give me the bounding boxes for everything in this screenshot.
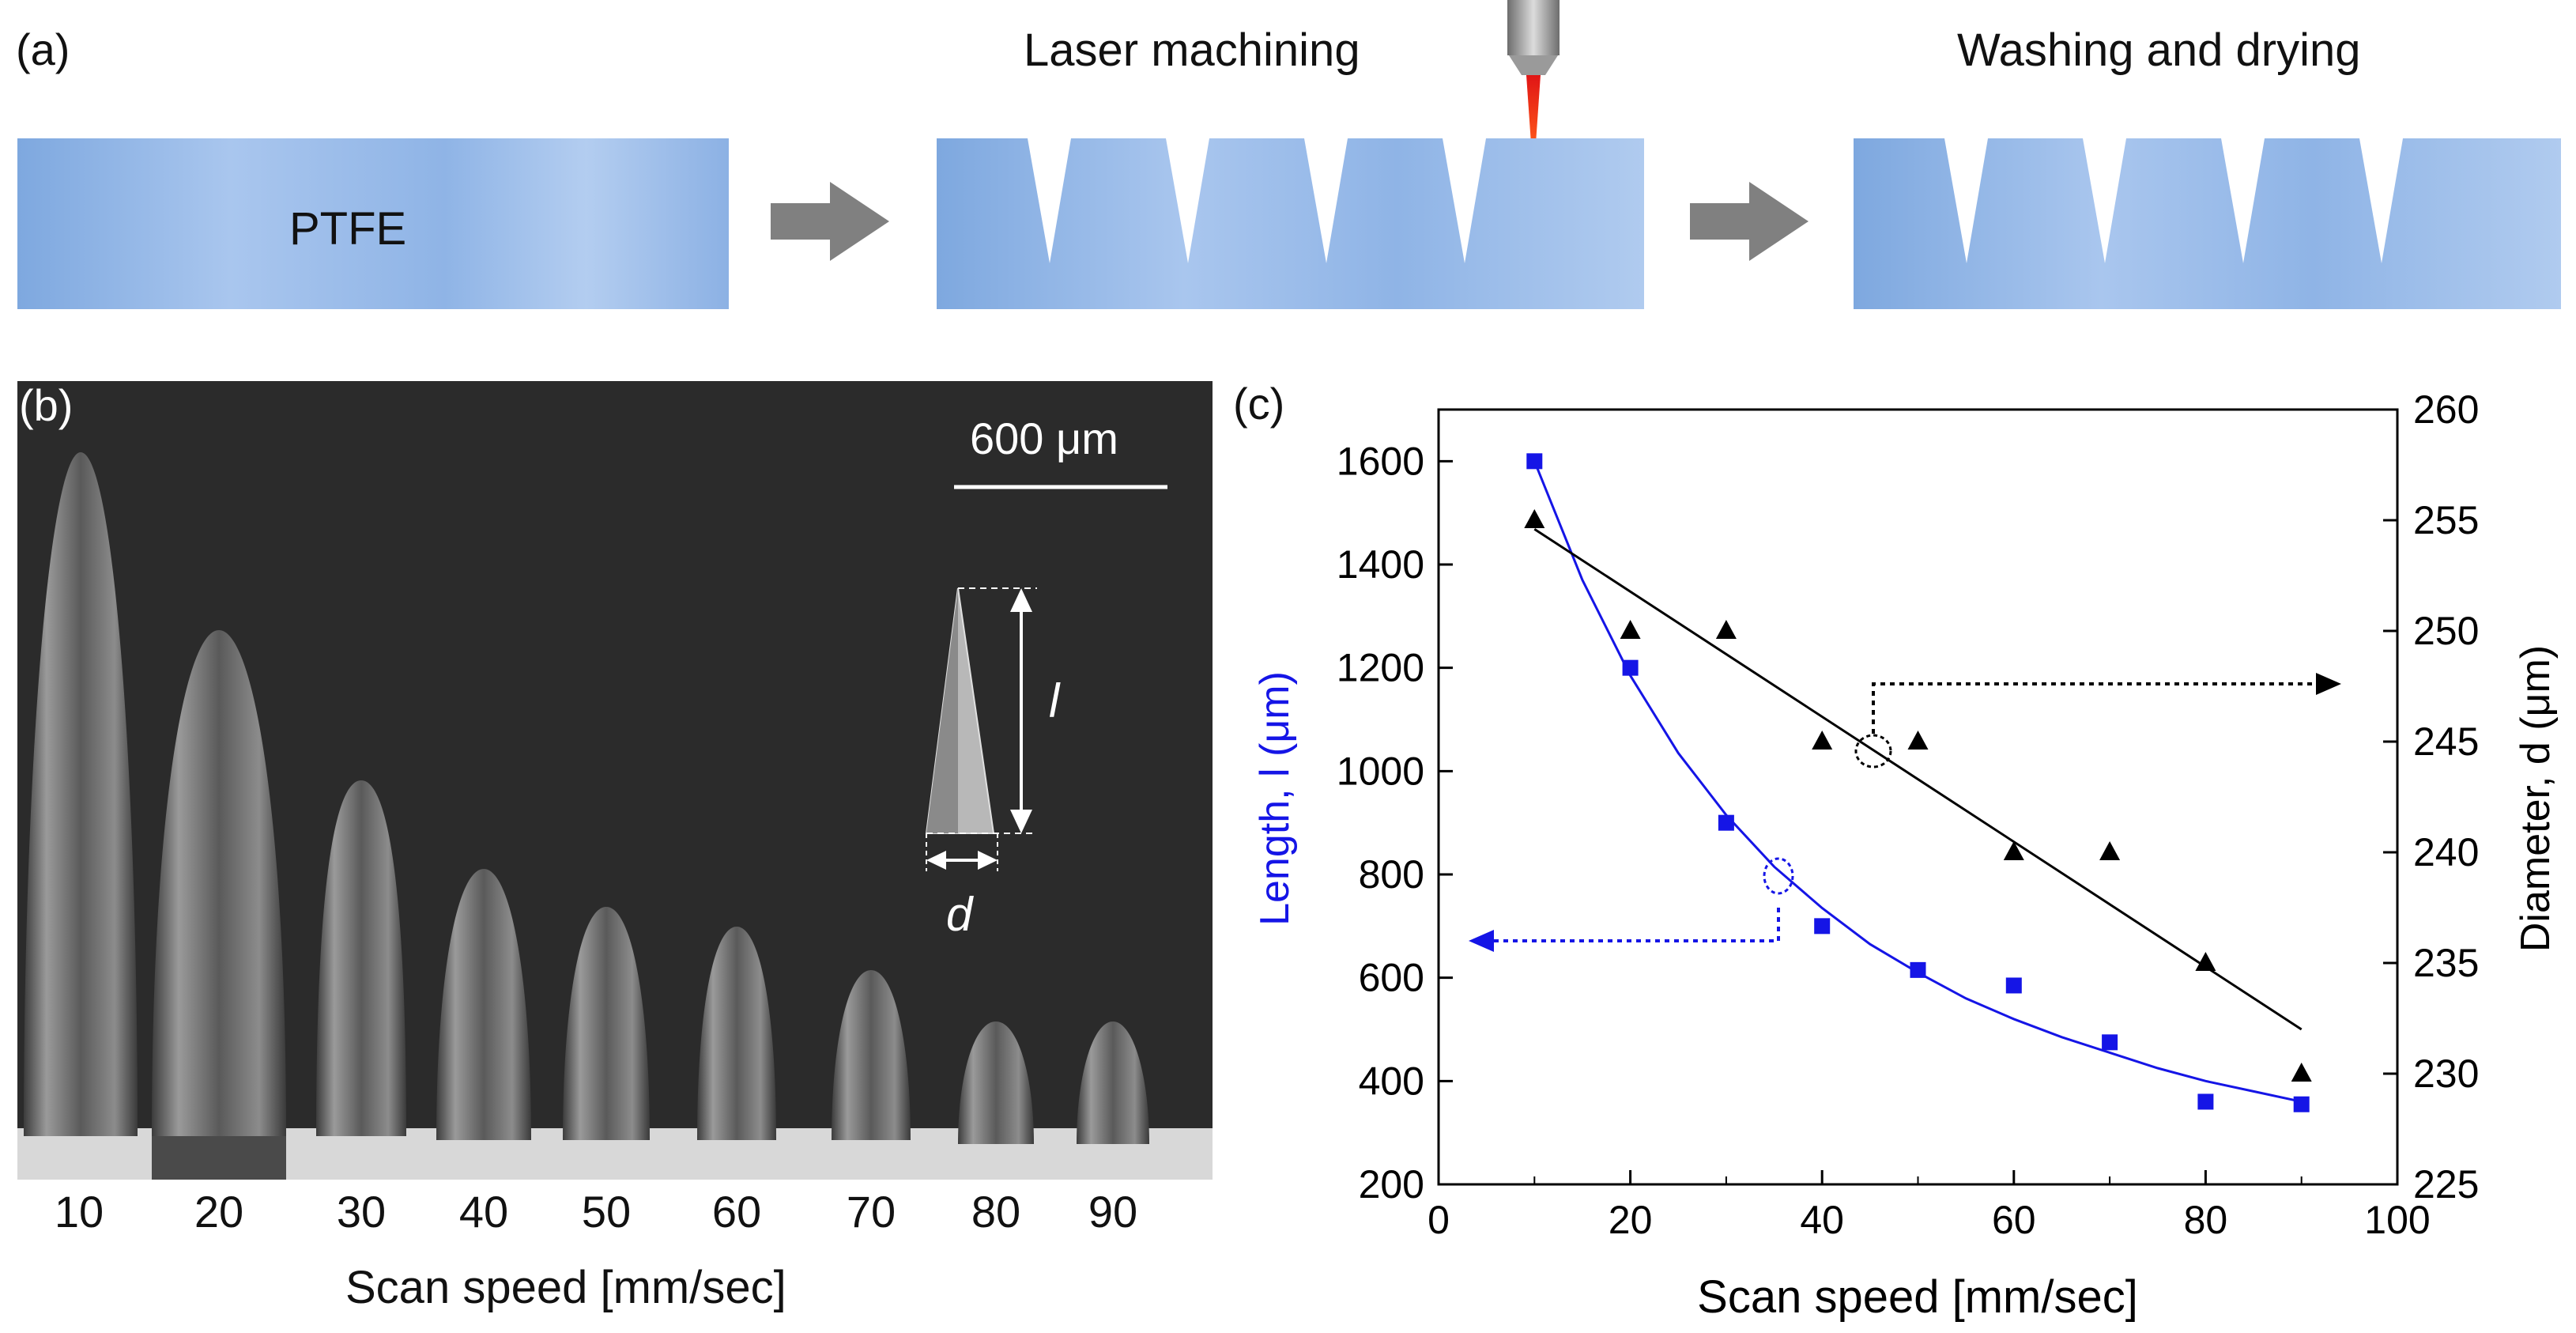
y-left-tick-label: 1000	[1337, 749, 1424, 793]
diameter-symbol: d	[946, 888, 973, 941]
y-left-tick-label: 1200	[1337, 646, 1424, 690]
panel-a-label: (a)	[16, 25, 70, 74]
right-axis-pointer-head	[2316, 673, 2341, 695]
sem-tick-label: 10	[54, 1187, 104, 1237]
sem-tick-label: 20	[194, 1187, 244, 1237]
diameter-point	[2291, 1063, 2312, 1082]
laser-machining-title: Laser machining	[1024, 25, 1360, 76]
length-symbol: l	[1049, 674, 1060, 727]
length-point	[1622, 659, 1639, 676]
machined-slab	[937, 138, 1644, 309]
x-tick-label: 0	[1428, 1198, 1450, 1242]
x-tick-label: 60	[1992, 1198, 2036, 1242]
length-point	[2102, 1034, 2118, 1051]
diameter-point	[1715, 620, 1737, 639]
washing-drying-title: Washing and drying	[1957, 25, 2361, 76]
x-tick-label: 100	[2364, 1198, 2430, 1242]
y-left-tick-label: 400	[1359, 1059, 1424, 1103]
diameter-fit-line	[1533, 527, 2303, 1031]
panel-b-label: (b)	[19, 381, 74, 430]
x-axis-title: Scan speed [mm/sec]	[1697, 1271, 2138, 1323]
y-left-tick-label: 1400	[1337, 542, 1424, 587]
process-arrow-1	[771, 182, 889, 261]
y-left-tick-label: 200	[1359, 1162, 1424, 1206]
y-left-tick-label: 600	[1359, 956, 1424, 1000]
plot-frame	[1437, 408, 2399, 1186]
x-tick-label: 40	[1800, 1198, 1844, 1242]
diameter-series-marker-circle	[1854, 734, 1892, 768]
washed-slab	[1854, 138, 2561, 309]
length-series-marker-circle	[1763, 857, 1794, 895]
y-right-tick-label: 240	[2413, 830, 2479, 874]
diameter-point	[1524, 509, 1545, 528]
diameter-point	[1812, 731, 1833, 750]
panel-b-xlabel: Scan speed [mm/sec]	[345, 1262, 786, 1313]
length-point	[2005, 977, 2022, 994]
left-axis-pointer	[1488, 908, 1780, 942]
y-right-tick-label: 250	[2413, 609, 2479, 653]
sem-tick-label: 90	[1088, 1187, 1138, 1237]
length-point	[2293, 1096, 2310, 1112]
length-fit-line	[1533, 460, 2303, 1103]
diameter-point	[2099, 841, 2121, 860]
sem-tick-label: 80	[971, 1187, 1021, 1237]
laser-nozzle-icon	[1507, 0, 1560, 178]
y-right-tick-label: 225	[2413, 1162, 2479, 1206]
x-tick-label: 20	[1609, 1198, 1653, 1242]
y-right-tick-label: 255	[2413, 498, 2479, 542]
ptfe-label: PTFE	[289, 203, 407, 255]
left-axis-pointer-head	[1469, 930, 1494, 952]
length-point	[2197, 1093, 2214, 1110]
y-left-tick-label: 1600	[1337, 439, 1424, 483]
y-axis-left-title: Length, l (μm)	[1252, 671, 1298, 926]
length-point	[1910, 961, 1926, 978]
sem-image: (b) 600 μm l d	[17, 381, 1213, 1180]
ptfe-slab	[17, 138, 729, 309]
length-point	[1526, 453, 1543, 470]
diameter-point	[2195, 952, 2216, 971]
x-tick-label: 80	[2184, 1198, 2228, 1242]
length-point	[1718, 814, 1734, 831]
diameter-point	[2003, 841, 2024, 860]
sem-tick-label: 60	[711, 1187, 762, 1237]
microneedle-array	[17, 452, 1213, 1180]
sem-tick-label: 70	[846, 1187, 896, 1237]
panel-c-label: (c)	[1233, 379, 1285, 429]
length-point	[1814, 918, 1831, 935]
y-axis-right-title: Diameter, d (μm)	[2513, 645, 2559, 952]
scale-bar-label: 600 μm	[970, 413, 1118, 463]
diameter-point	[1620, 620, 1641, 639]
sem-tick-label: 30	[336, 1187, 387, 1237]
diameter-point	[1907, 731, 1929, 750]
sem-tick-label: 50	[581, 1187, 632, 1237]
y-right-tick-label: 245	[2413, 719, 2479, 764]
process-arrow-2	[1690, 182, 1808, 261]
y-left-tick-label: 800	[1359, 852, 1424, 897]
y-right-tick-label: 260	[2413, 387, 2479, 432]
y-right-tick-label: 230	[2413, 1052, 2479, 1096]
y-right-tick-label: 235	[2413, 941, 2479, 985]
right-axis-pointer	[1872, 682, 2320, 734]
sem-tick-label: 40	[458, 1187, 509, 1237]
